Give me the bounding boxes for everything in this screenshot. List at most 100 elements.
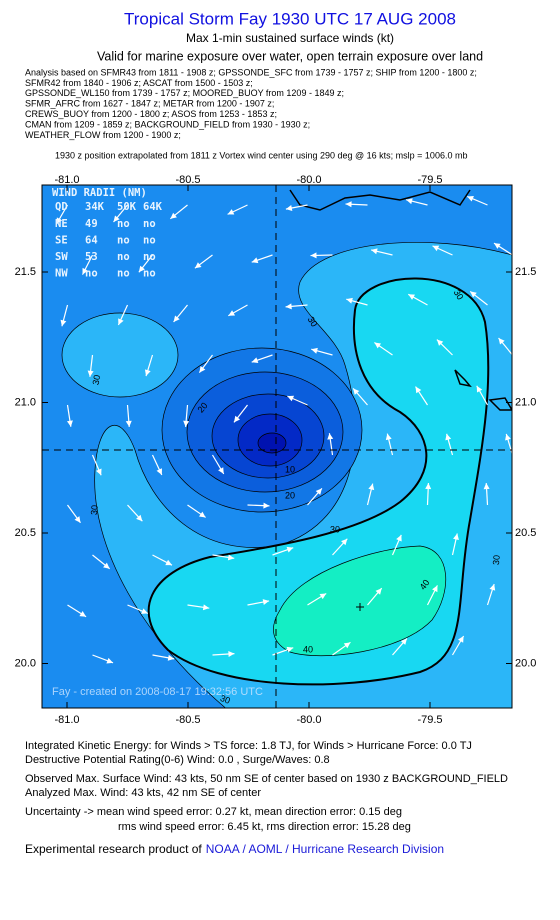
wind-vector-head [311,347,318,354]
wind-vector-head [170,212,177,219]
wind-vector [511,654,512,655]
y-tick-label: 20.5 [515,527,536,539]
contour-label: 30 [306,315,320,329]
radii-cell: no [143,235,156,247]
source-line: CREWS_BUOY from 1200 - 1800 z; ASOS from… [25,109,277,119]
link[interactable]: NOAA / AOML / Hurricane Research Divisio… [206,842,444,856]
x-tick-label: -80.0 [296,714,321,726]
wind-vector-head [467,196,474,202]
y-tick-label: 20.5 [15,527,36,539]
wind-vector-head [74,516,81,523]
contour-label: 30 [330,524,340,534]
radii-cell: 49 [85,218,98,230]
wind-vector-head [385,433,392,441]
wind-vector-head [113,215,120,222]
wind-vector-head [371,248,378,255]
wind-vector-head [353,388,360,395]
wind-vector-head [453,533,459,541]
wind-vector-head [319,593,327,600]
sources: Analysis based on SFMR43 from 1811 - 190… [25,67,477,139]
note: 1930 z position extrapolated from 1811 z… [55,150,467,160]
contour-label: 30 [219,693,232,706]
product-line: Experimental research product of NOAA / A… [25,842,444,856]
map-frame [41,184,513,709]
source-line: GPSSONDE_WL150 from 1739 - 1757 z; MOORE… [25,88,344,98]
source-line: WEATHER_FLOW from 1200 - 1900 z; [25,130,181,140]
wind-vector-head [194,262,202,269]
radii-cell: no [117,218,130,230]
wind-vector-head [341,538,348,546]
radii-cell: 53 [85,251,98,263]
radii-header: 34K [85,201,105,213]
wind-vector-head [457,636,464,643]
wind-vector-head [141,608,148,614]
x-tick-label: -81.0 [54,174,79,186]
wind-vector-head [346,297,353,304]
map: 30 30 30 20 10 20 30 30 30 40 40 30 WIND RADII (NM)… [42,185,522,708]
y-tick-label: 20.0 [515,657,536,669]
radii-header: QD [55,201,68,213]
contour-label: 20 [195,401,209,415]
uncertainty-rms: rms wind speed error: 6.45 kt, rms direc… [118,821,411,833]
dpr: Destructive Potential Rating(0-6) Wind: … [25,754,330,766]
wind-vector-head [103,562,110,569]
wind-vector-head [87,370,94,377]
radii-cell: no [85,268,98,280]
radii-cell: no [143,268,156,280]
wind-vector-head [310,252,317,259]
x-tick-label: -80.5 [175,174,200,186]
wind-vector-head [493,243,501,249]
wind-vector-head [173,315,180,323]
radii-header: 64K [143,201,163,213]
wind-vector-head [156,468,162,475]
contour-region [61,312,179,398]
wind-vector-head [436,339,444,346]
x-tick-label: -79.5 [417,174,442,186]
wind-vector-head [125,420,132,427]
wind-vector-head [408,294,415,300]
wind-vector-head [396,534,402,542]
wind-vector-head [285,205,293,211]
uncertainty-mean: Uncertainty -> mean wind speed error: 0.… [25,806,402,818]
wind-vector-head [138,265,145,273]
wind-vector-head [227,209,235,215]
wind-vector-head [400,638,407,645]
wind-vector-head [233,415,241,423]
analyzed: Analyzed Max. Wind: 43 kts, 42 nm SE of … [25,787,261,799]
wind-vector-head [165,559,173,566]
wind-vector-head [345,201,352,208]
wind-vector-head [228,650,235,657]
wind-vector-head [415,386,422,394]
wind-vectors [55,195,522,664]
wind-vector-head [198,511,206,518]
wind-vector-head [343,642,351,649]
wind-vector-head [228,310,236,316]
wind-vector-head [60,319,67,327]
wind-vector-head [476,385,483,393]
wind-vector-head [262,599,270,605]
wind-vector-head [516,635,522,642]
radii-cell: no [117,268,130,280]
wind-vector-head [287,395,295,402]
wind-vector-head [167,654,175,661]
contour-label: 40 [303,644,313,654]
source-line: Analysis based on SFMR43 from 1811 - 190… [25,67,477,77]
radii-cell: SE [55,235,68,247]
product: Experimental research product of [25,842,202,856]
wind-vector-head [263,502,270,509]
wind-vector-head [445,433,452,441]
wind-vector-head [498,337,505,345]
validity: Valid for marine exposure over water, op… [97,49,483,63]
wind-vector-head [82,267,88,275]
radii-cell: NE [55,218,68,230]
observed: Observed Max. Surface Wind: 43 kts, 50 n… [25,773,508,785]
wind-vector-head [199,366,206,373]
wind-vector-head [96,468,102,476]
contour-label: 30 [452,288,466,302]
subtitle: Max 1-min sustained surface winds (kt) [186,31,394,45]
wind-vector-head [79,611,87,617]
x-tick-label: -80.5 [175,714,200,726]
wind-vector-head [251,257,259,264]
wind-vector-head [375,588,382,595]
